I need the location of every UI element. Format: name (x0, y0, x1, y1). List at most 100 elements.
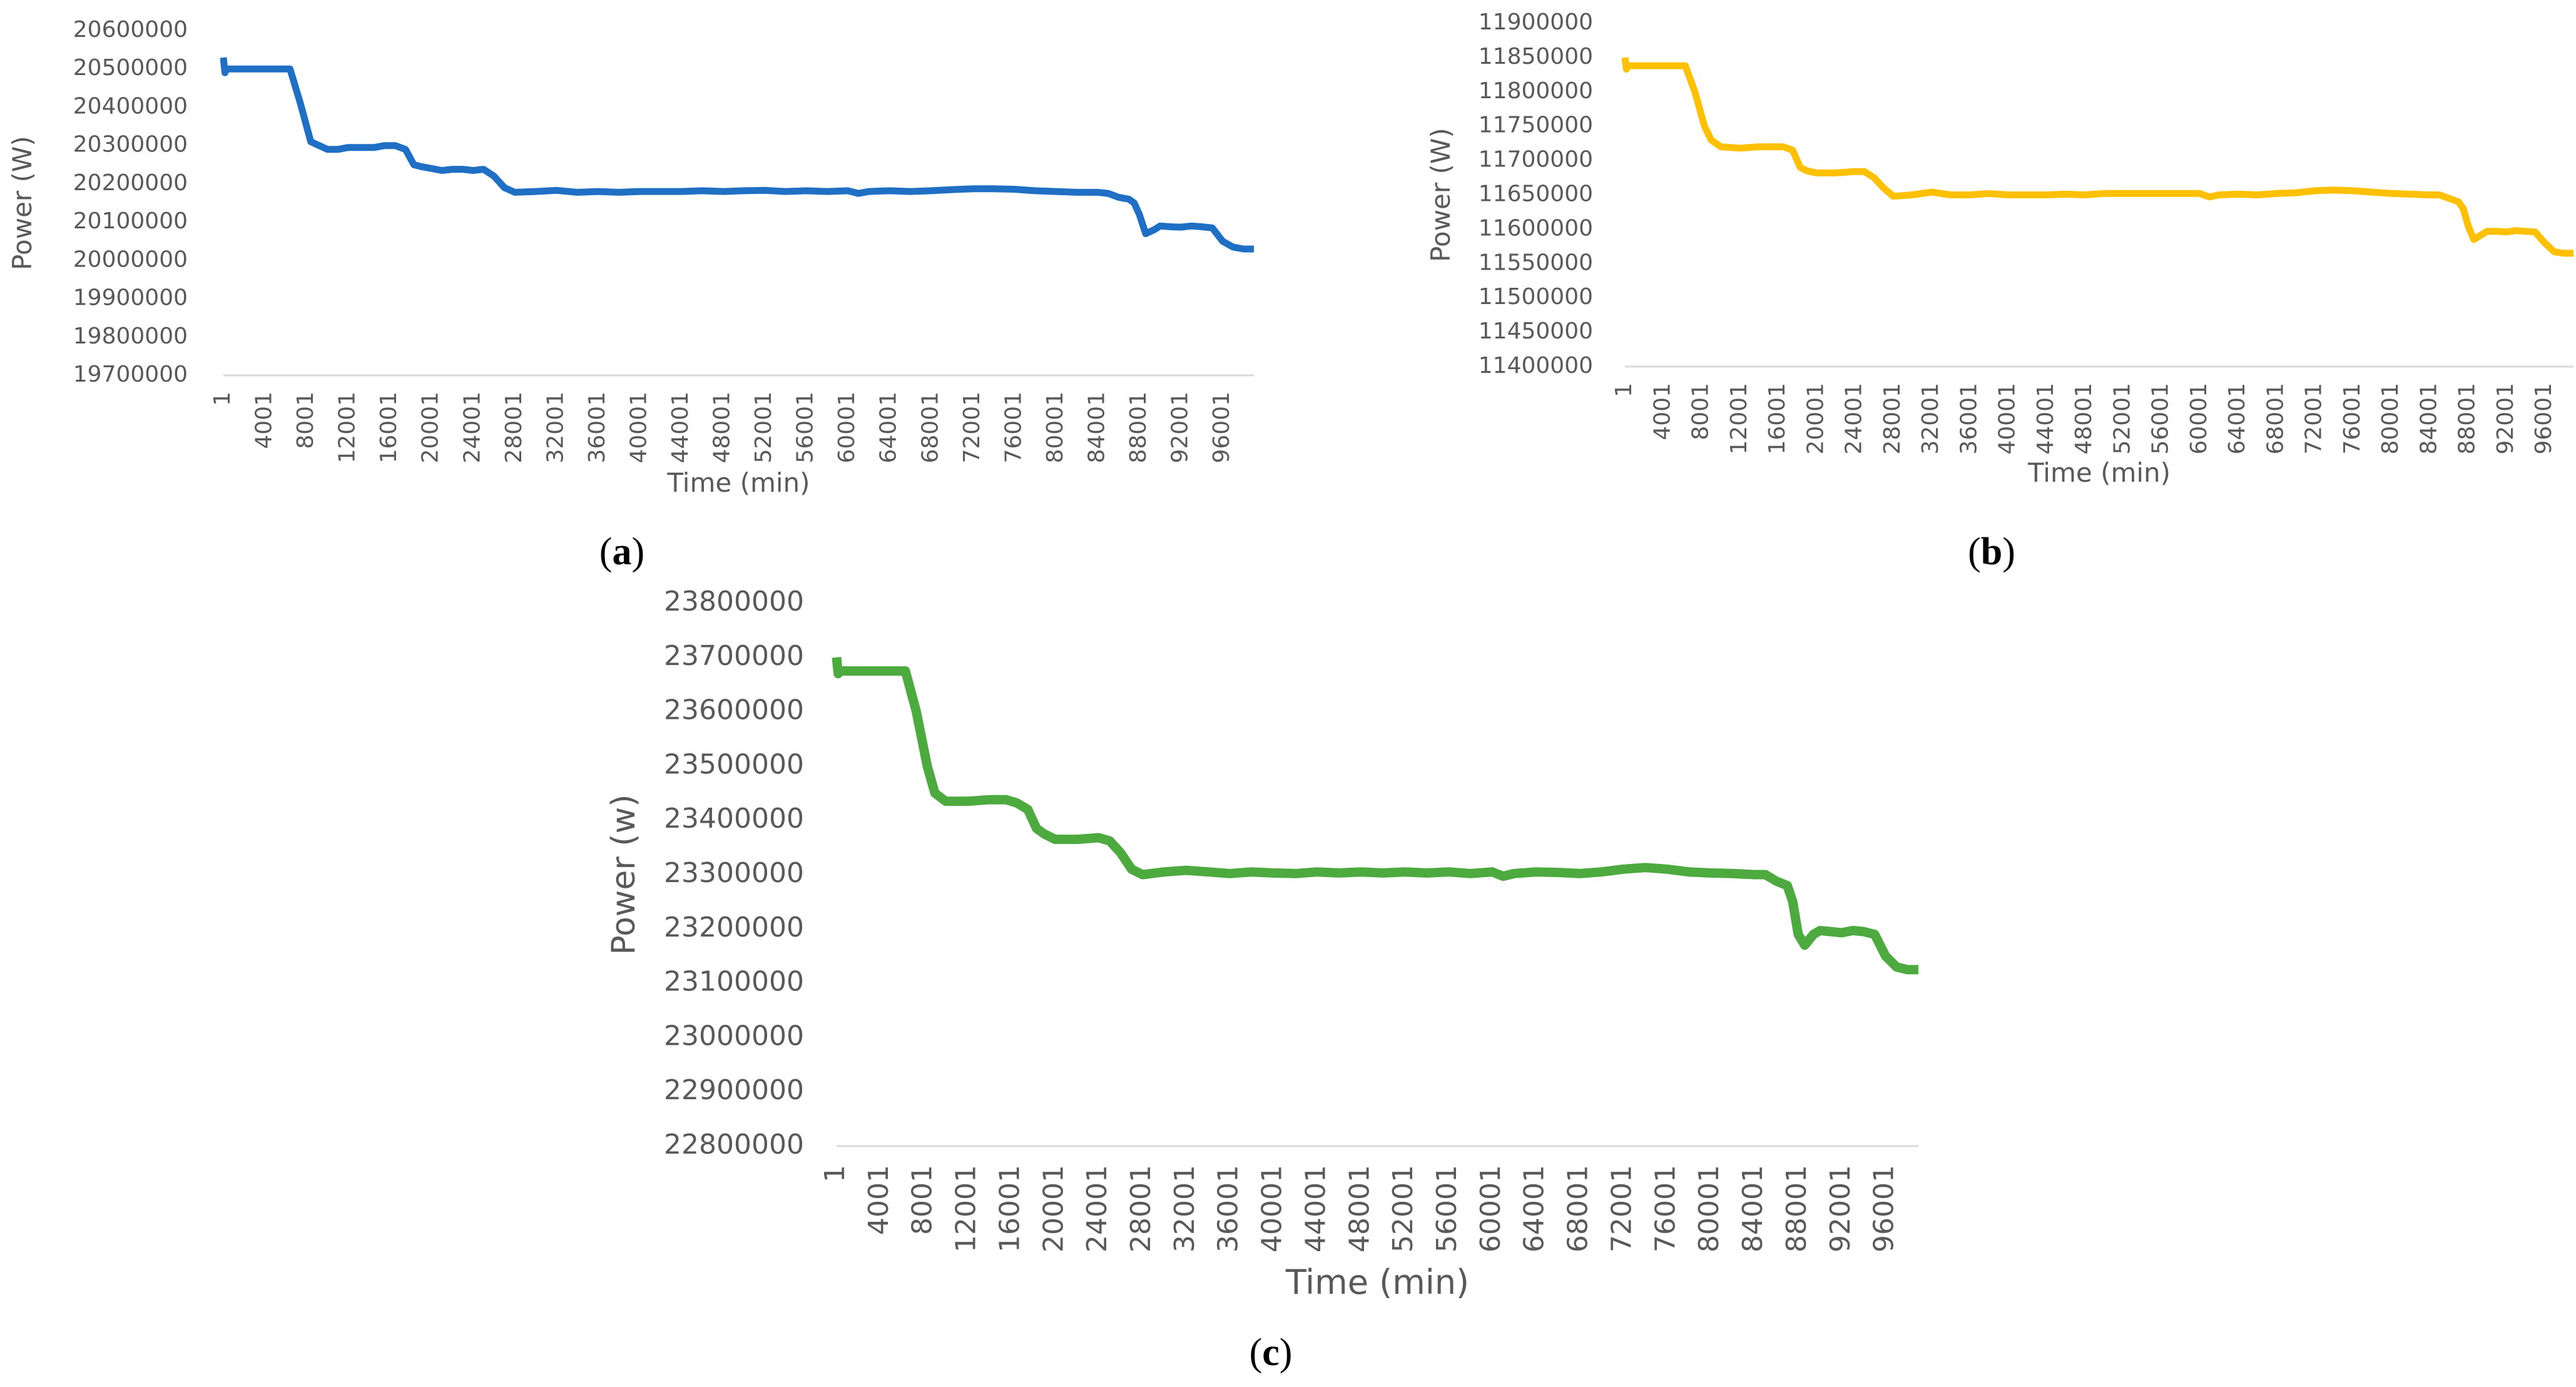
x-tick-label: 36001 (1956, 383, 1982, 455)
y-tick-label: 11600000 (1479, 215, 1593, 241)
y-axis-title: Power (W) (7, 136, 38, 270)
x-tick-label: 76001 (1000, 392, 1026, 464)
x-tick-label: 1 (819, 1165, 851, 1182)
y-tick-label: 20000000 (73, 246, 188, 272)
y-tick-label: 23200000 (664, 912, 804, 943)
x-tick-label: 92001 (1825, 1165, 1856, 1252)
x-tick-label: 60001 (2186, 383, 2212, 455)
x-tick-label: 80001 (1693, 1165, 1725, 1252)
x-tick-label: 44001 (668, 392, 693, 464)
x-tick-label: 60001 (834, 392, 860, 464)
x-tick-label: 84001 (2416, 383, 2441, 455)
x-tick-label: 28001 (1125, 1165, 1157, 1252)
panel-caption-c: (c) (1250, 1331, 1293, 1374)
x-tick-label: 72001 (2301, 383, 2327, 455)
x-tick-label: 12001 (1726, 383, 1752, 455)
y-tick-label: 19700000 (73, 362, 188, 387)
x-tick-label: 28001 (1880, 383, 1905, 455)
y-axis-title: Power (w) (605, 795, 643, 955)
x-tick-label: 1 (210, 392, 235, 406)
y-tick-label: 19800000 (73, 323, 188, 349)
x-tick-label: 84001 (1084, 392, 1109, 464)
x-tick-label: 64001 (1519, 1165, 1550, 1252)
series-line (1621, 57, 2573, 257)
x-tick-label: 12001 (335, 392, 360, 464)
x-tick-label: 40001 (626, 392, 651, 464)
x-tick-label: 80001 (1042, 392, 1068, 464)
x-tick-label: 88001 (1126, 392, 1151, 464)
x-tick-label: 92001 (2493, 383, 2518, 455)
series-line (832, 657, 1918, 975)
x-tick-label: 24001 (1081, 1165, 1113, 1252)
x-tick-label: 32001 (542, 392, 568, 464)
x-tick-label: 88001 (2455, 383, 2480, 455)
x-tick-label: 20001 (1037, 1165, 1069, 1252)
y-tick-label: 23800000 (664, 586, 804, 617)
y-tick-label: 23700000 (664, 640, 804, 672)
x-tick-label: 64001 (2224, 383, 2250, 455)
x-tick-label: 68001 (2263, 383, 2288, 455)
y-tick-label: 23300000 (664, 857, 804, 889)
x-tick-label: 8001 (907, 1165, 939, 1235)
y-tick-label: 23000000 (664, 1020, 804, 1052)
x-tick-label: 16001 (1764, 383, 1790, 455)
y-tick-label: 11700000 (1479, 147, 1593, 173)
series-line (220, 57, 1254, 253)
y-tick-label: 22900000 (664, 1074, 804, 1106)
x-tick-label: 36001 (584, 392, 610, 464)
x-tick-label: 44001 (2033, 383, 2059, 455)
x-tick-label: 72001 (959, 392, 985, 464)
x-tick-label: 48001 (710, 392, 735, 464)
x-tick-label: 72001 (1606, 1165, 1637, 1252)
x-tick-label: 1 (1611, 383, 1637, 397)
x-tick-label: 4001 (863, 1165, 895, 1235)
y-tick-label: 11750000 (1479, 113, 1593, 138)
x-axis-title: Time (min) (1285, 1263, 1469, 1302)
x-tick-label: 52001 (2109, 383, 2135, 455)
y-tick-label: 11500000 (1479, 284, 1593, 310)
y-tick-label: 23600000 (664, 694, 804, 726)
x-tick-label: 36001 (1213, 1165, 1245, 1252)
x-tick-label: 68001 (917, 392, 943, 464)
x-tick-label: 56001 (2148, 383, 2174, 455)
x-tick-label: 84001 (1737, 1165, 1769, 1252)
y-tick-label: 22800000 (664, 1129, 804, 1161)
x-tick-label: 96001 (1868, 1165, 1900, 1252)
x-tick-label: 8001 (1688, 383, 1714, 440)
x-tick-label: 52001 (751, 392, 776, 464)
y-tick-label: 11400000 (1479, 353, 1593, 379)
x-tick-label: 48001 (2071, 383, 2097, 455)
x-tick-label: 48001 (1343, 1165, 1375, 1252)
y-tick-label: 11900000 (1479, 9, 1593, 35)
x-tick-label: 60001 (1475, 1165, 1507, 1252)
y-tick-label: 23500000 (664, 748, 804, 780)
x-tick-label: 56001 (793, 392, 818, 464)
x-tick-label: 76001 (2339, 383, 2365, 455)
y-tick-label: 19900000 (73, 285, 188, 311)
x-tick-label: 44001 (1300, 1165, 1331, 1252)
x-tick-label: 80001 (2378, 383, 2403, 455)
x-tick-label: 68001 (1562, 1165, 1594, 1252)
y-tick-label: 20500000 (73, 55, 188, 81)
x-axis-title: Time (min) (2027, 457, 2171, 488)
y-tick-label: 11800000 (1479, 78, 1593, 104)
x-tick-label: 16001 (994, 1165, 1026, 1252)
x-tick-label: 56001 (1431, 1165, 1463, 1252)
x-tick-label: 4001 (1649, 383, 1675, 440)
y-tick-label: 11550000 (1479, 250, 1593, 275)
x-tick-label: 28001 (501, 392, 527, 464)
x-tick-label: 24001 (1841, 383, 1867, 455)
y-tick-label: 11650000 (1479, 181, 1593, 207)
x-tick-label: 52001 (1387, 1165, 1419, 1252)
chart-panel-b: 11400000 11450000 11500000 11550000 11600000… (1425, 9, 2573, 488)
x-tick-label: 12001 (950, 1165, 982, 1252)
chart-panel-c: 22800000 22900000 23000000 23100000 23200000… (605, 586, 1918, 1302)
x-tick-label: 20001 (418, 392, 444, 464)
panel-caption-b: (b) (1968, 531, 2015, 573)
x-tick-label: 24001 (459, 392, 485, 464)
chart-panel-a: 19700000 19800000 19900000 20000000 20100000… (7, 17, 1254, 498)
x-tick-label: 8001 (293, 392, 318, 449)
x-tick-label: 92001 (1168, 392, 1193, 464)
y-axis-title: Power (W) (1425, 128, 1456, 262)
